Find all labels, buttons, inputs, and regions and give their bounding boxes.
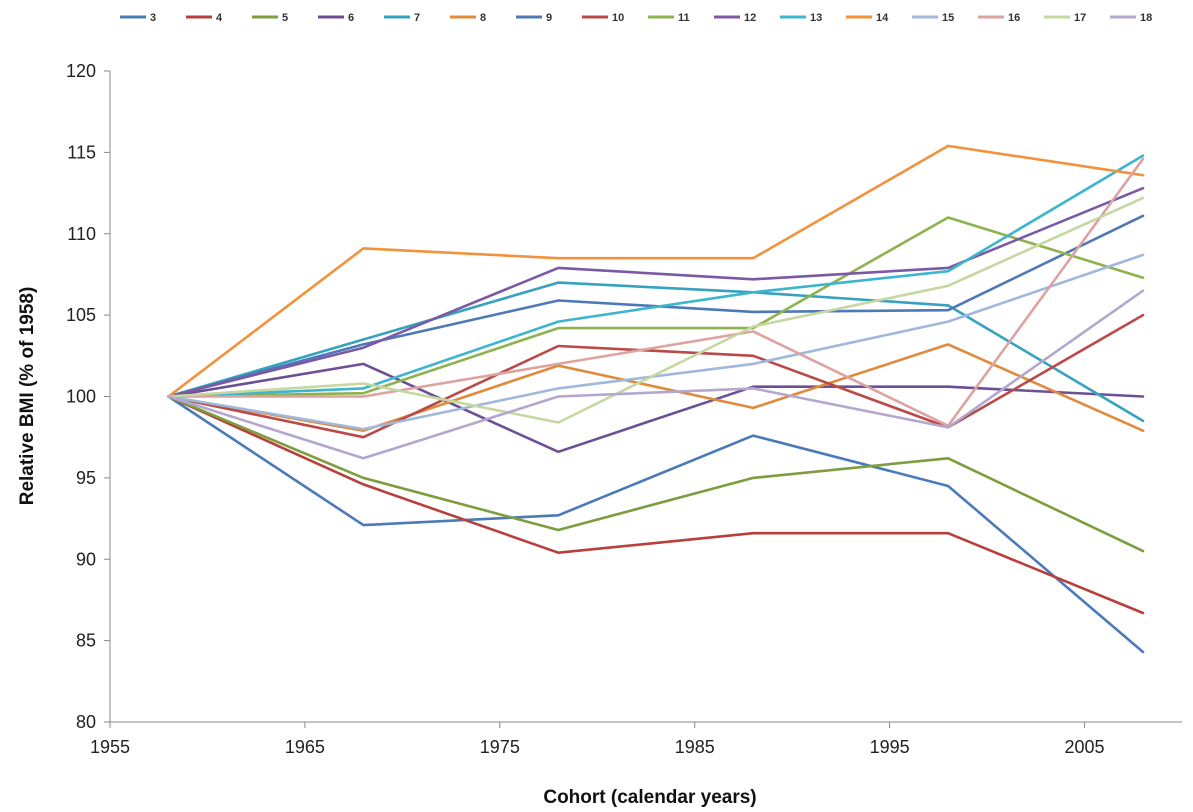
y-tick-label: 95 — [76, 468, 96, 488]
legend-label-5: 5 — [282, 12, 288, 24]
y-tick-label: 100 — [66, 387, 96, 407]
legend-label-15: 15 — [942, 12, 954, 24]
legend-label-11: 11 — [678, 12, 690, 24]
chart-series — [167, 144, 1145, 654]
series-line-13 — [167, 154, 1145, 398]
y-tick-label: 110 — [67, 224, 96, 244]
series-line-17 — [167, 196, 1145, 424]
y-axis-title: Relative BMI (% of 1958) — [17, 287, 38, 506]
x-tick-label: 1975 — [480, 737, 520, 757]
legend-label-8: 8 — [480, 12, 486, 24]
legend-label-16: 16 — [1008, 12, 1020, 24]
series-line-11 — [167, 216, 1145, 398]
series-line-7 — [167, 281, 1145, 423]
y-tick-label: 120 — [66, 61, 96, 81]
series-line-3 — [167, 395, 1145, 654]
x-tick-label: 1995 — [870, 737, 910, 757]
x-tick-label: 1985 — [675, 737, 715, 757]
legend-label-3: 3 — [150, 12, 156, 24]
series-line-12 — [167, 186, 1145, 398]
legend-label-4: 4 — [216, 12, 223, 24]
x-tick-label: 1965 — [285, 737, 325, 757]
series-line-4 — [167, 395, 1145, 615]
series-line-18 — [167, 289, 1145, 460]
legend-label-12: 12 — [744, 12, 756, 24]
x-tick-label: 2005 — [1065, 737, 1105, 757]
y-tick-label: 115 — [67, 142, 96, 162]
legend-label-18: 18 — [1140, 12, 1152, 24]
y-tick-label: 105 — [66, 305, 96, 325]
series-line-6 — [167, 362, 1145, 454]
series-line-15 — [167, 253, 1145, 431]
legend-label-7: 7 — [414, 12, 420, 24]
legend-label-6: 6 — [348, 12, 354, 24]
legend-label-13: 13 — [810, 12, 822, 24]
legend-label-9: 9 — [546, 12, 552, 24]
series-line-5 — [167, 395, 1145, 553]
legend-label-14: 14 — [876, 12, 889, 24]
chart-legend: 3 4 5 6 7 8 9 10 11 12 13 14 15 16 17 18 — [120, 12, 1152, 24]
y-tick-label: 90 — [76, 549, 96, 569]
series-line-14 — [167, 144, 1145, 398]
x-tick-label: 1955 — [90, 737, 130, 757]
legend-label-17: 17 — [1074, 12, 1086, 24]
y-tick-label: 80 — [76, 712, 96, 732]
legend-label-10: 10 — [612, 12, 624, 24]
x-axis-title: Cohort (calendar years) — [543, 787, 756, 808]
series-line-16 — [167, 157, 1145, 428]
chart-axes: 80 85 90 95 100 105 110 115 120 1955 1965 1975 1985 1… — [66, 61, 1182, 757]
series-line-10 — [167, 313, 1145, 439]
y-tick-label: 85 — [76, 631, 96, 651]
series-line-8 — [167, 343, 1145, 433]
